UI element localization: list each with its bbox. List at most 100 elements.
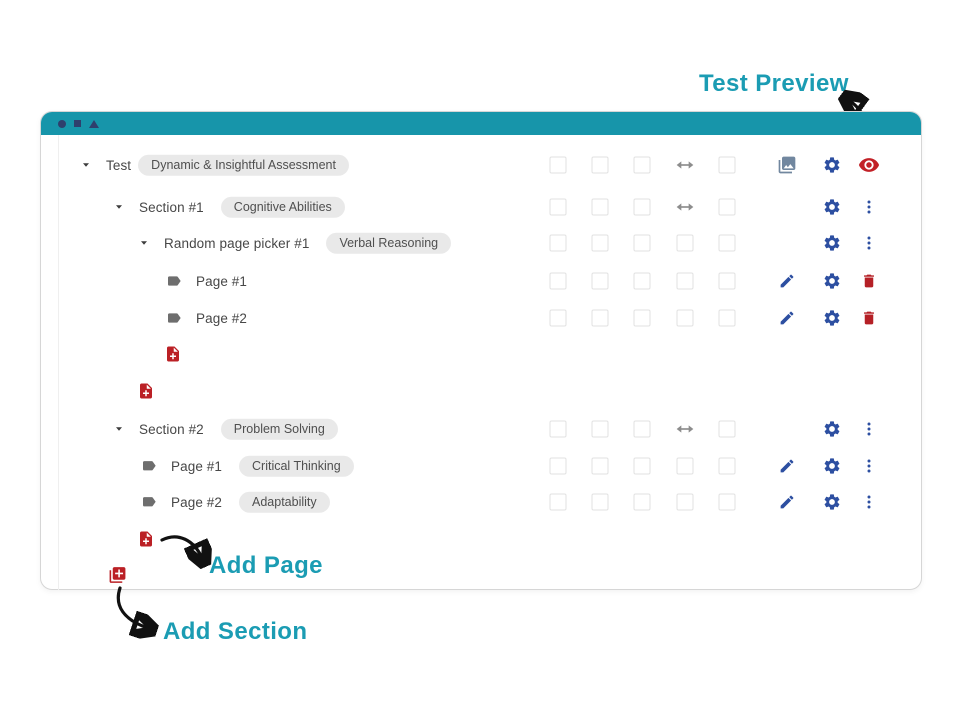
edit-pencil-icon[interactable] <box>779 458 796 475</box>
settings-gear-icon[interactable] <box>823 309 842 328</box>
add-page-button[interactable] <box>164 344 182 364</box>
checkbox[interactable] <box>549 198 567 216</box>
row-label-page2: Page #2 <box>171 494 222 510</box>
page-label-icon <box>141 458 157 474</box>
checkbox[interactable] <box>718 420 736 438</box>
checkbox[interactable] <box>591 234 609 252</box>
add-page-icon[interactable] <box>137 529 155 549</box>
checkbox[interactable] <box>591 309 609 327</box>
checkbox[interactable] <box>633 309 651 327</box>
collapse-caret-icon[interactable] <box>138 237 150 249</box>
add-section-button[interactable] <box>108 566 127 585</box>
checkbox[interactable] <box>633 457 651 475</box>
checkbox[interactable] <box>676 493 694 511</box>
settings-gear-icon[interactable] <box>823 457 842 476</box>
test-builder-tree: Test Dynamic & Insightful Assessment Sec… <box>41 135 921 590</box>
tree-row-section2: Section #2 Problem Solving <box>41 414 921 444</box>
checkbox[interactable] <box>591 272 609 290</box>
more-options-icon[interactable] <box>861 421 878 438</box>
edit-pencil-icon[interactable] <box>779 494 796 511</box>
checkbox[interactable] <box>718 156 736 174</box>
checkbox[interactable] <box>676 309 694 327</box>
checkbox[interactable] <box>549 234 567 252</box>
more-options-icon[interactable] <box>861 458 878 475</box>
settings-gear-icon[interactable] <box>823 272 842 291</box>
titlebar-triangle-icon <box>89 119 99 128</box>
checkbox[interactable] <box>549 156 567 174</box>
checkbox[interactable] <box>549 272 567 290</box>
checkbox[interactable] <box>633 198 651 216</box>
more-options-icon[interactable] <box>861 235 878 252</box>
row-label-picker: Random page picker #1 <box>164 235 310 251</box>
checkbox[interactable] <box>549 420 567 438</box>
edit-pencil-icon[interactable] <box>779 273 796 290</box>
delete-trash-icon[interactable] <box>861 273 878 290</box>
row-label-section1: Section #1 <box>139 199 204 215</box>
checkbox[interactable] <box>633 272 651 290</box>
checkbox[interactable] <box>633 420 651 438</box>
checkbox[interactable] <box>591 420 609 438</box>
add-section-icon[interactable] <box>108 566 127 585</box>
test-preview-annotation: Test Preview <box>699 70 849 97</box>
image-collections-icon[interactable] <box>777 155 797 175</box>
checkbox[interactable] <box>591 457 609 475</box>
checkbox[interactable] <box>633 493 651 511</box>
checkbox[interactable] <box>633 234 651 252</box>
checkbox[interactable] <box>633 156 651 174</box>
collapse-caret-icon[interactable] <box>113 423 125 435</box>
checkbox[interactable] <box>549 457 567 475</box>
test-name-chip: Dynamic & Insightful Assessment <box>138 154 349 176</box>
row-label-page1: Page #1 <box>171 458 222 474</box>
add-page-icon[interactable] <box>137 381 155 401</box>
edit-pencil-icon[interactable] <box>779 310 796 327</box>
tree-row-random-page-picker: Random page picker #1 Verbal Reasoning <box>41 228 921 258</box>
titlebar-circle-icon <box>58 119 66 128</box>
add-page-button[interactable] <box>137 381 155 401</box>
checkbox[interactable] <box>676 457 694 475</box>
section1-name-chip: Cognitive Abilities <box>220 196 345 218</box>
row-label-page1: Page #1 <box>196 273 247 289</box>
tree-row-picker-page1: Page #1 <box>41 266 921 296</box>
more-options-icon[interactable] <box>861 494 878 511</box>
row-label-section2: Section #2 <box>139 421 204 437</box>
titlebar-square-icon <box>74 120 81 127</box>
more-options-icon[interactable] <box>861 199 878 216</box>
settings-gear-icon[interactable] <box>823 156 842 175</box>
add-page-annotation: Add Page <box>209 552 323 579</box>
page-label-icon <box>141 494 157 510</box>
add-section-arrow <box>116 586 164 638</box>
section2-name-chip: Problem Solving <box>220 418 338 440</box>
checkbox[interactable] <box>676 272 694 290</box>
checkbox[interactable] <box>718 234 736 252</box>
checkbox[interactable] <box>718 457 736 475</box>
page1-name-chip: Critical Thinking <box>239 455 354 477</box>
test-preview-eye-icon[interactable] <box>858 154 880 176</box>
horizontal-arrows-icon <box>675 419 695 439</box>
settings-gear-icon[interactable] <box>823 420 842 439</box>
settings-gear-icon[interactable] <box>823 493 842 512</box>
add-page-button[interactable] <box>137 529 155 549</box>
checkbox[interactable] <box>718 198 736 216</box>
delete-trash-icon[interactable] <box>861 310 878 327</box>
checkbox[interactable] <box>676 234 694 252</box>
collapse-caret-icon[interactable] <box>113 201 125 213</box>
page-label-icon <box>166 310 182 326</box>
add-page-icon[interactable] <box>164 344 182 364</box>
checkbox[interactable] <box>718 493 736 511</box>
checkbox[interactable] <box>591 493 609 511</box>
checkbox[interactable] <box>549 309 567 327</box>
horizontal-arrows-icon <box>675 197 695 217</box>
tree-row-section2-page1: Page #1 Critical Thinking <box>41 451 921 481</box>
settings-gear-icon[interactable] <box>823 234 842 253</box>
settings-gear-icon[interactable] <box>823 198 842 217</box>
horizontal-arrows-icon <box>675 155 695 175</box>
tree-row-section1: Section #1 Cognitive Abilities <box>41 192 921 222</box>
collapse-caret-icon[interactable] <box>80 159 92 171</box>
checkbox[interactable] <box>718 309 736 327</box>
checkbox[interactable] <box>549 493 567 511</box>
picker-name-chip: Verbal Reasoning <box>326 232 452 254</box>
row-label-page2: Page #2 <box>196 310 247 326</box>
checkbox[interactable] <box>591 198 609 216</box>
checkbox[interactable] <box>718 272 736 290</box>
checkbox[interactable] <box>591 156 609 174</box>
